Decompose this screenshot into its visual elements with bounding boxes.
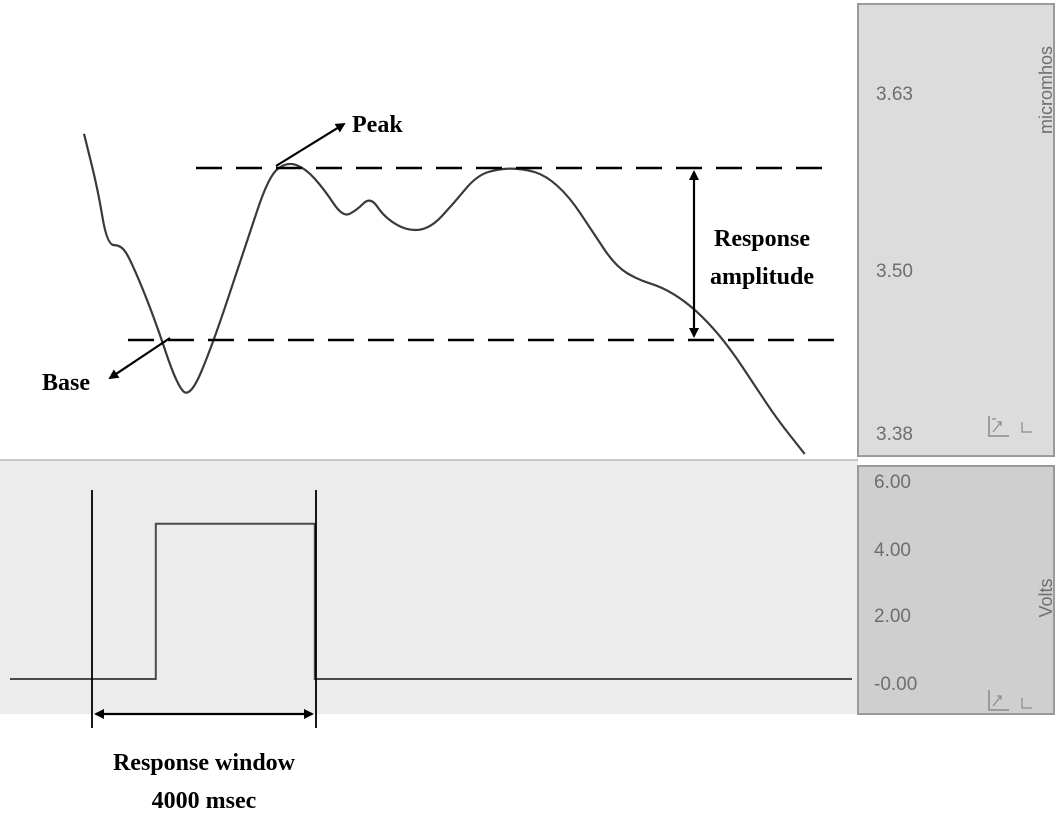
lower-tick-label: -0.00 bbox=[874, 674, 917, 695]
upper-tick-label: 3.38 bbox=[876, 424, 913, 445]
axis-small-icon[interactable] bbox=[1021, 422, 1032, 433]
upper-tick-label: 3.63 bbox=[876, 84, 913, 105]
upper-axis-panel bbox=[857, 3, 1055, 457]
lower-unit-label: Volts bbox=[1036, 578, 1056, 617]
lower-tick-label: 6.00 bbox=[874, 472, 911, 493]
axis-scale-icon[interactable] bbox=[988, 690, 1009, 711]
base-arrow bbox=[108, 337, 171, 380]
window-label-line2: 4000 msec bbox=[152, 788, 257, 814]
amplitude-label-line2: amplitude bbox=[710, 264, 814, 290]
window-label-line1: Response window bbox=[113, 750, 296, 776]
upper-tick-label: 3.50 bbox=[876, 261, 913, 282]
lower-tick-label: 2.00 bbox=[874, 606, 911, 627]
amplitude-label-line1: Response bbox=[714, 226, 810, 252]
marker-trace bbox=[10, 522, 852, 680]
lower-plot-area bbox=[0, 460, 858, 714]
axis-scale-icon[interactable] bbox=[988, 416, 1009, 437]
base-label: Base bbox=[42, 370, 90, 396]
lower-tick-label: 4.00 bbox=[874, 540, 911, 561]
lower-tick-labels: 6.00 4.00 2.00 -0.00 bbox=[874, 472, 917, 695]
axis-small-icon[interactable] bbox=[1021, 698, 1032, 709]
peak-arrow bbox=[275, 122, 346, 167]
conductance-trace bbox=[82, 133, 806, 455]
upper-plot-area bbox=[0, 0, 858, 460]
lower-axis-panel bbox=[857, 465, 1055, 715]
upper-tick-labels: 3.63 3.50 3.38 bbox=[876, 84, 913, 445]
upper-unit-label: micromhos bbox=[1036, 46, 1056, 134]
peak-label: Peak bbox=[352, 112, 403, 138]
